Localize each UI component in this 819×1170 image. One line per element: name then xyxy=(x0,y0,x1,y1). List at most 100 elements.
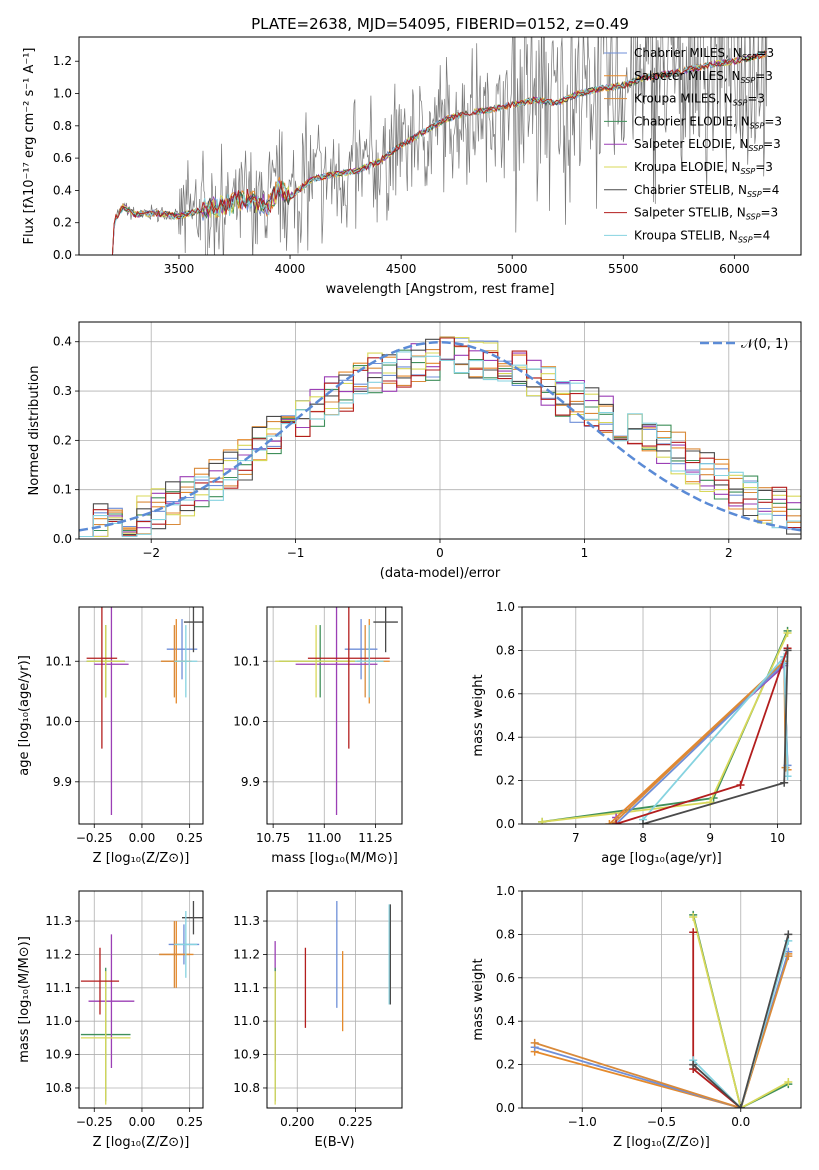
y-tick-label: 0.6 xyxy=(496,687,515,701)
x-axis-label: (data-model)/error xyxy=(380,566,501,581)
y-tick-label: 0.6 xyxy=(53,151,72,165)
axes-frame xyxy=(78,890,204,1109)
y-tick-label: 0.0 xyxy=(496,817,515,831)
x-axis-label: age [log₁₀(age/yr)] xyxy=(601,851,722,866)
y-tick-label: 11.1 xyxy=(45,981,72,995)
plot-area xyxy=(267,891,402,1108)
y-tick-label: 1.0 xyxy=(53,87,72,101)
spectrum-legend: Chabrier MILES, NSSP=3 Salpeter MILES, NS… xyxy=(604,46,782,244)
y-tick-label: 0.8 xyxy=(496,643,515,657)
weight-point-marker xyxy=(783,646,792,655)
y-tick-label: 0.0 xyxy=(496,1101,515,1115)
chart-weight-vs-age: 7 8 9 10 0.0 0.2 0.4 0.6 0.8 1.0 age [log₁₀(age/yr… xyxy=(471,600,802,866)
y-axis-label: mass weight xyxy=(471,674,486,756)
y-tick-label: 10.8 xyxy=(233,1081,260,1095)
weight-point-marker xyxy=(689,913,698,922)
x-tick-label: 7 xyxy=(572,831,580,845)
x-tick-label: 1 xyxy=(581,546,589,560)
y-tick-label: 11.0 xyxy=(45,1014,72,1028)
chart-age-vs-Z: −0.25 0.00 0.25 9.9 10.0 10.1 Z [log₁₀(Z/Z⊙)] a… xyxy=(17,606,204,866)
axes-frame xyxy=(78,606,204,825)
y-tick-label: 0.0 xyxy=(53,532,72,546)
x-axis-label: wavelength [Angstrom, rest frame] xyxy=(326,282,555,297)
axes-frame xyxy=(266,890,403,1109)
plot-area xyxy=(79,607,203,824)
plot-area xyxy=(79,891,203,1108)
figure-title: PLATE=2638, MJD=54095, FIBERID=0152, z=0… xyxy=(251,15,629,33)
chart-weight-vs-Z: −1.0 −0.5 0.0 0.0 0.2 0.4 0.6 0.8 1.0 Z [log₁₀(Z/… xyxy=(471,884,802,1150)
x-tick-label: 0.00 xyxy=(129,831,156,845)
plot-area xyxy=(522,891,801,1108)
y-tick-label: 0.8 xyxy=(53,119,72,133)
y-axis-label: mass [log₁₀(M/M⊙)] xyxy=(17,936,32,1063)
y-tick-label: 0.4 xyxy=(53,335,72,349)
x-tick-label: −1.0 xyxy=(568,1115,597,1129)
weight-line xyxy=(692,916,789,1108)
y-tick-label: 1.2 xyxy=(53,54,72,68)
x-tick-label: 0.200 xyxy=(280,1115,314,1129)
y-axis-label: mass weight xyxy=(471,958,486,1040)
y-tick-label: 10.0 xyxy=(233,715,260,729)
x-tick-label: 0.00 xyxy=(129,1115,156,1129)
y-tick-label: 10.1 xyxy=(45,654,72,668)
weight-line xyxy=(692,934,790,1108)
y-tick-label: 0.1 xyxy=(53,483,72,497)
y-tick-label: 9.9 xyxy=(241,775,260,789)
weight-line xyxy=(534,955,790,1108)
y-tick-label: 10.8 xyxy=(45,1081,72,1095)
x-tick-label: 3500 xyxy=(164,262,195,276)
y-tick-label: 0.0 xyxy=(53,248,72,262)
weight-point-marker xyxy=(639,820,648,824)
x-tick-label: 0.25 xyxy=(176,1115,203,1129)
legend-label: Kroupa ELODIE, NSSP=3 xyxy=(634,160,773,176)
x-tick-label: 11.00 xyxy=(307,831,341,845)
y-axis-label: Flux [fλ10⁻¹⁷ erg cm⁻² s⁻¹ A⁻¹] xyxy=(22,48,37,245)
y-tick-label: 0.2 xyxy=(496,774,515,788)
weight-point-marker xyxy=(780,778,789,787)
y-tick-label: 11.2 xyxy=(45,947,72,961)
x-tick-label: 8 xyxy=(639,831,647,845)
x-tick-label: −0.5 xyxy=(647,1115,676,1129)
weight-line xyxy=(692,940,790,1108)
y-tick-label: 0.3 xyxy=(53,384,72,398)
weight-point-marker xyxy=(612,820,621,824)
y-tick-label: 1.0 xyxy=(496,884,515,898)
histogram-step-salpeter-stelib xyxy=(79,337,801,538)
legend-label: Chabrier STELIB, NSSP=4 xyxy=(634,183,779,199)
x-tick-label: −1 xyxy=(287,546,305,560)
y-tick-label: 0.4 xyxy=(496,1014,515,1028)
model-line-salpeter-elodie xyxy=(112,51,767,255)
x-tick-label: 10 xyxy=(770,831,785,845)
weight-point-marker xyxy=(538,817,547,824)
x-tick-label: 9 xyxy=(706,831,714,845)
y-tick-label: 11.3 xyxy=(233,914,260,928)
y-axis-label: Normed distribution xyxy=(27,366,42,496)
x-axis-label: Z [log₁₀(Z/Z⊙)] xyxy=(613,1135,710,1150)
x-tick-label: −0.25 xyxy=(76,1115,113,1129)
x-axis-label: Z [log₁₀(Z/Z⊙)] xyxy=(93,1135,190,1150)
x-axis-label: mass [log₁₀(M/M⊙)] xyxy=(271,851,398,866)
x-tick-label: −2 xyxy=(142,546,160,560)
axes-frame xyxy=(266,606,403,825)
y-tick-label: 0.4 xyxy=(53,183,72,197)
legend-label: Chabrier ELODIE, NSSP=3 xyxy=(634,114,782,130)
x-axis-label: Z [log₁₀(Z/Z⊙)] xyxy=(93,851,190,866)
weight-point-marker xyxy=(605,820,614,824)
axes-frame xyxy=(521,606,802,825)
weight-point-marker xyxy=(530,1038,539,1047)
weight-point-marker xyxy=(784,930,793,939)
legend-label: Salpeter MILES, NSSP=3 xyxy=(634,69,773,85)
x-tick-label: 5500 xyxy=(608,262,639,276)
y-tick-label: 0.2 xyxy=(53,433,72,447)
model-line-chabrier-stelib xyxy=(112,51,767,255)
chart-residuals: 𝒩(0, 1) −2 −1 0 1 2 0.0 0.1 0.2 0.3 0.4 (data-model… xyxy=(27,321,802,581)
legend-label: 𝒩(0, 1) xyxy=(741,337,788,352)
chart-age-vs-mass: 10.75 11.00 11.25 9.9 10.0 10.1 mass [log₁₀(M/… xyxy=(233,606,403,866)
weight-point-marker xyxy=(736,780,745,789)
y-tick-label: 9.9 xyxy=(53,775,72,789)
histogram-step-kroupa-stelib xyxy=(79,351,801,538)
y-tick-label: 0.6 xyxy=(496,971,515,985)
y-tick-label: 10.1 xyxy=(233,654,260,668)
model-line-salpeter-stelib xyxy=(112,50,767,255)
